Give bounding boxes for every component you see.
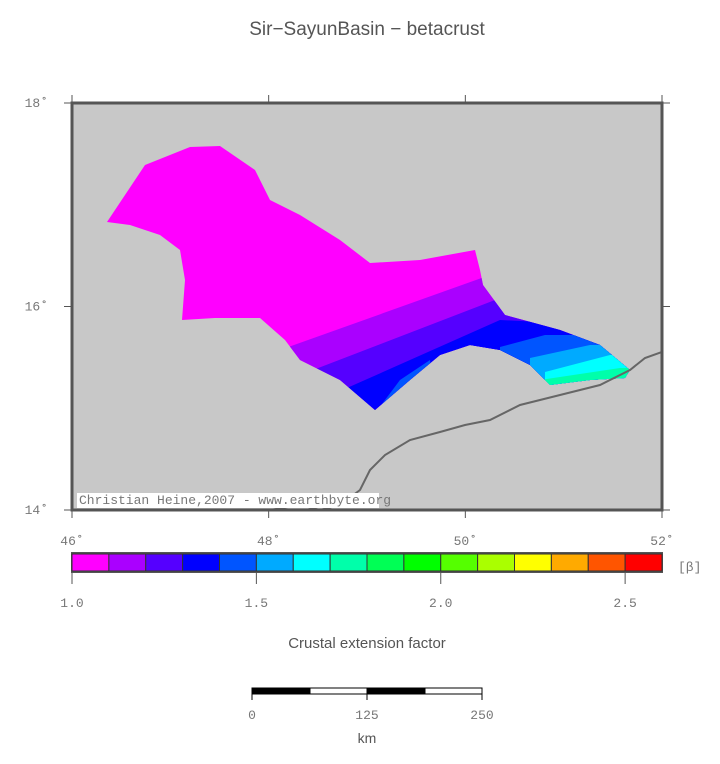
- scale-segment: [251, 687, 311, 695]
- colorbar-swatch: [292, 553, 331, 572]
- scale-segment: [424, 687, 483, 695]
- colorbar-tick-label: 1.0: [60, 596, 83, 611]
- colorbar-swatch: [550, 553, 589, 572]
- colorbar-tick-label: 2.5: [613, 596, 636, 611]
- lat-tick-label: 16˚: [25, 300, 48, 315]
- lat-tick-label: 18˚: [25, 96, 48, 111]
- title: Sir−SayunBasin − betacrust: [249, 19, 485, 40]
- colorbar-swatch: [440, 553, 479, 572]
- scale-label: 250: [470, 708, 493, 723]
- colorbar-swatch: [329, 553, 368, 572]
- colorbar-swatch: [366, 553, 405, 572]
- lon-tick-label: 52˚: [650, 534, 673, 549]
- scale-unit: km: [358, 730, 377, 746]
- scale-bar: [251, 687, 483, 700]
- lon-tick-label: 46˚: [60, 534, 83, 549]
- scale-label: 0: [248, 708, 256, 723]
- colorbar-tick-label: 2.0: [429, 596, 452, 611]
- colorbar-swatch: [145, 553, 184, 572]
- scale-label: 125: [355, 708, 378, 723]
- colorbar-swatch: [477, 553, 515, 572]
- lat-tick-label: 14˚: [25, 503, 48, 518]
- colorbar-swatch: [514, 553, 552, 572]
- colorbar-tick-label: 1.5: [245, 596, 268, 611]
- colorbar-swatch: [219, 553, 257, 572]
- lon-tick-label: 48˚: [257, 534, 280, 549]
- colorbar-swatch: [108, 553, 147, 572]
- colorbar-swatch: [403, 553, 442, 572]
- colorbar-swatch: [255, 553, 294, 572]
- lon-tick-label: 50˚: [454, 534, 477, 549]
- scale-segment: [366, 687, 426, 695]
- colorbar-swatch: [71, 553, 110, 572]
- colorbar-unit: [β]: [678, 560, 701, 575]
- colorbar-swatch: [182, 553, 220, 572]
- colorbar-swatch: [624, 553, 663, 572]
- credit-box: [77, 493, 379, 508]
- colorbar-swatch: [587, 553, 626, 572]
- colorbar-label: Crustal extension factor: [288, 635, 446, 652]
- scale-segment: [309, 687, 368, 695]
- credit: Christian Heine,2007 - www.earthbyte.org: [79, 493, 391, 508]
